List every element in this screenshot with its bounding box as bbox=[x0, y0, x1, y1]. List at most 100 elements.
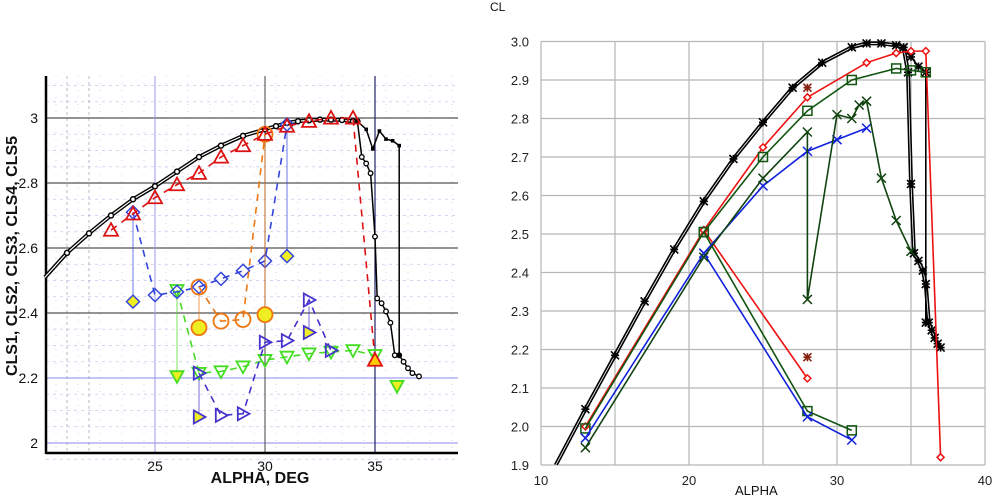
right-ytick-label: 2.6 bbox=[511, 189, 529, 204]
circle-marker bbox=[256, 306, 274, 324]
asterisk-marker bbox=[913, 256, 923, 266]
left-xtick-label: 35 bbox=[367, 458, 383, 474]
diamond-marker bbox=[921, 46, 931, 56]
triangle-right-marker bbox=[324, 342, 340, 359]
triangle-up-marker bbox=[234, 136, 252, 153]
right-ytick-label: 1.9 bbox=[511, 458, 529, 473]
triangle-up-marker bbox=[168, 175, 186, 192]
left-ytick-label: 2.2 bbox=[19, 370, 39, 386]
circle-marker bbox=[234, 311, 252, 328]
left-ytick-label: 2.4 bbox=[19, 305, 39, 321]
series-square bbox=[580, 63, 932, 436]
circle-marker bbox=[212, 312, 230, 330]
left-ytick-label: 2.8 bbox=[19, 175, 39, 191]
asterisk-marker bbox=[802, 352, 812, 362]
cls2-series bbox=[102, 109, 384, 367]
diamond-marker bbox=[213, 271, 229, 287]
diamond-marker bbox=[758, 142, 768, 152]
asterisk-marker bbox=[580, 404, 590, 414]
series-triangle-down bbox=[168, 284, 406, 395]
series-asterisk bbox=[899, 42, 931, 328]
asterisk-marker bbox=[936, 343, 946, 353]
asterisk-marker bbox=[640, 296, 650, 306]
asterisk-marker bbox=[921, 317, 931, 328]
triangle-right-marker bbox=[214, 407, 230, 424]
asterisk-marker bbox=[899, 42, 909, 52]
right-ytick-label: 2.8 bbox=[511, 112, 529, 127]
left-x-axis-label: ALPHA, DEG bbox=[210, 470, 310, 487]
asterisk-marker bbox=[891, 40, 901, 50]
triangle-up-marker bbox=[278, 117, 296, 133]
diamond-marker bbox=[906, 46, 916, 56]
diamond-marker bbox=[279, 248, 295, 264]
x-marker bbox=[846, 434, 857, 446]
x-marker bbox=[854, 99, 865, 111]
asterisk-marker bbox=[918, 266, 928, 276]
x-marker bbox=[802, 294, 813, 305]
x-marker bbox=[861, 96, 872, 107]
triangle-right-marker bbox=[192, 408, 208, 426]
triangle-up-marker bbox=[124, 205, 142, 221]
square-marker bbox=[846, 425, 858, 436]
triangle-up-marker bbox=[344, 109, 362, 125]
triangle-up-marker bbox=[102, 221, 120, 237]
diamond-marker bbox=[891, 48, 901, 58]
series-diamond bbox=[580, 46, 946, 462]
triangle-up-marker bbox=[256, 125, 274, 141]
right-xtick-label: 40 bbox=[978, 473, 992, 488]
triangle-down-marker bbox=[190, 367, 208, 382]
triangle-up-marker bbox=[322, 109, 340, 125]
triangle-down-marker bbox=[300, 347, 318, 362]
asterisk-marker bbox=[927, 325, 937, 335]
right-ytick-label: 2.9 bbox=[511, 73, 529, 88]
triangle-down-marker bbox=[212, 365, 230, 380]
square-marker bbox=[802, 105, 813, 117]
x-marker bbox=[698, 248, 709, 259]
series-circle bbox=[190, 125, 274, 337]
series-asterisk bbox=[802, 83, 812, 362]
triangle-right-marker bbox=[192, 365, 208, 382]
left-xtick-label: 25 bbox=[147, 458, 163, 474]
series-diamond bbox=[125, 116, 295, 310]
square-marker bbox=[698, 226, 710, 238]
right-ytick-label: 2.3 bbox=[511, 304, 529, 319]
triangle-up-marker bbox=[146, 188, 164, 205]
series-x bbox=[580, 96, 917, 453]
diamond-marker bbox=[191, 279, 207, 295]
series-x bbox=[580, 123, 872, 446]
x-marker bbox=[831, 109, 843, 120]
square-marker bbox=[757, 151, 769, 163]
right-xtick-label: 10 bbox=[534, 473, 548, 488]
right-y-axis-label: CL bbox=[490, 0, 506, 14]
left-ytick-label: 2.6 bbox=[19, 240, 39, 256]
right-ytick-label: 2.2 bbox=[511, 343, 529, 358]
triangle-up-marker bbox=[212, 148, 230, 164]
square-marker bbox=[580, 423, 591, 434]
right-ytick-label: 2.5 bbox=[511, 227, 529, 242]
asterisk-marker bbox=[899, 42, 909, 52]
triangle-down-marker bbox=[366, 349, 384, 364]
triangle-down-marker bbox=[344, 344, 362, 359]
asterisk-marker bbox=[788, 83, 798, 93]
triangle-right-marker bbox=[302, 324, 318, 341]
diamond-marker bbox=[936, 452, 946, 462]
asterisk-marker bbox=[802, 83, 812, 93]
diamond-marker bbox=[235, 263, 251, 279]
left-y-axis-label: CLS1, CLS2, CLS3, CLS4, CLS5 bbox=[4, 135, 21, 377]
right-grid bbox=[540, 40, 986, 466]
asterisk-marker bbox=[903, 67, 913, 77]
triangle-down-marker bbox=[256, 354, 274, 369]
x-marker bbox=[905, 246, 917, 257]
right-xtick-label: 20 bbox=[682, 473, 696, 488]
square-marker bbox=[698, 226, 710, 238]
x-marker bbox=[846, 113, 857, 124]
x-marker bbox=[802, 411, 813, 422]
left-ytick-label: 3 bbox=[30, 110, 38, 126]
asterisk-marker bbox=[906, 52, 916, 62]
right-ytick-label: 2.4 bbox=[511, 266, 529, 281]
asterisk-marker bbox=[933, 339, 943, 349]
right-x-axis-label: ALPHA bbox=[735, 483, 778, 498]
asterisk-marker bbox=[610, 350, 620, 360]
diamond-marker bbox=[169, 284, 185, 300]
x-marker bbox=[831, 134, 843, 145]
